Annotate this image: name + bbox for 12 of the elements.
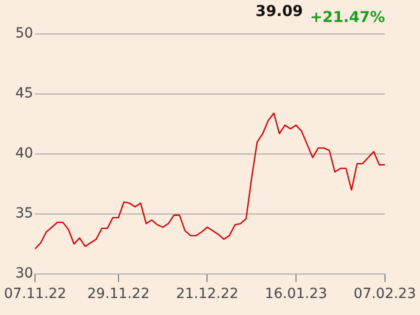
- y-tick-label: 30: [15, 266, 34, 282]
- x-tick-label: 16.01.23: [264, 286, 328, 302]
- y-tick-label: 45: [15, 86, 34, 102]
- text: +21.47%: [310, 8, 385, 26]
- x-tick-label: 29.11.22: [87, 286, 150, 302]
- text: 39.09: [256, 2, 303, 20]
- x-tick-label: 07.02.23: [354, 286, 416, 302]
- x-tick-label: 07.11.22: [4, 286, 66, 302]
- y-tick-label: 40: [15, 146, 34, 162]
- y-tick-label: 35: [15, 206, 34, 222]
- y-tick-label: 50: [15, 26, 34, 42]
- x-tick-label: 21.12.22: [176, 286, 238, 302]
